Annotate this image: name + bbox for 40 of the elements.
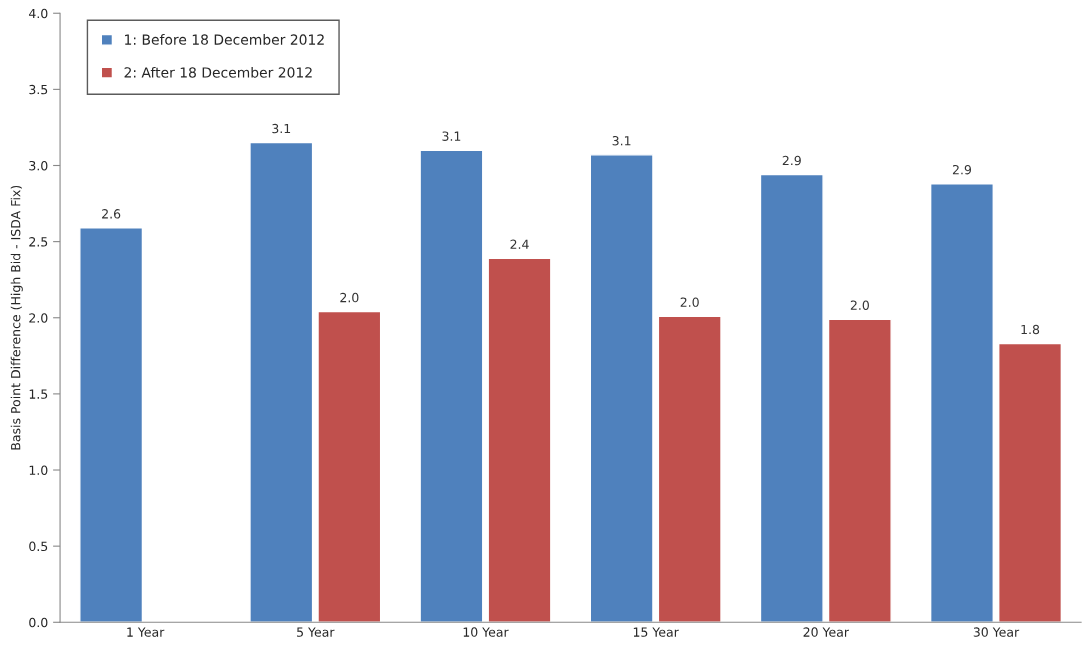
data-label: 3.1 — [442, 131, 461, 141]
data-label: 3.1 — [272, 123, 291, 134]
data-label: 2.4 — [510, 239, 529, 249]
y-tick-label: 4.0 — [28, 8, 48, 19]
x-tick-label: 10 Year — [463, 627, 509, 637]
bar — [79, 227, 144, 623]
x-tick-label: 15 Year — [633, 627, 679, 637]
x-tick-label: 30 Year — [973, 627, 1020, 637]
bar — [419, 149, 484, 623]
bar — [589, 154, 654, 623]
x-tick-label: 20 Year — [803, 627, 849, 637]
bar — [929, 183, 994, 623]
y-tick-label: 2.5 — [29, 237, 48, 247]
data-label: 2.0 — [850, 300, 869, 310]
bar — [998, 342, 1063, 623]
data-label: 3.1 — [612, 136, 631, 146]
bar — [657, 315, 722, 623]
data-label: 2.6 — [102, 209, 121, 219]
bar — [487, 257, 552, 623]
bar — [317, 310, 382, 623]
bar — [759, 173, 824, 623]
y-axis-title: Basis Point Difference (High Bid - ISDA Fix) — [10, 185, 23, 450]
data-label: 2.0 — [680, 297, 699, 307]
y-tick-label: 2.0 — [29, 313, 48, 323]
legend-label: 2: After 18 December 2012 — [124, 66, 312, 78]
legend-label: 1: Before 18 December 2012 — [125, 34, 324, 45]
data-label: 1.8 — [1021, 324, 1040, 335]
data-label: 2.0 — [340, 292, 359, 303]
y-tick-label: 1.0 — [29, 465, 48, 475]
x-tick-label: 5 Year — [297, 627, 335, 637]
data-label: 2.9 — [952, 164, 972, 175]
y-tick-label: 1.5 — [29, 389, 48, 399]
x-tick-label: 1 Year — [127, 627, 165, 637]
data-label: 2.9 — [782, 155, 801, 166]
y-tick-label: 3.0 — [29, 160, 48, 171]
y-tick-label: 0.5 — [29, 541, 48, 552]
bar — [827, 318, 892, 623]
bar — [249, 141, 314, 623]
y-tick-label: 3.5 — [29, 84, 48, 95]
y-tick-label: 0.0 — [29, 617, 48, 628]
